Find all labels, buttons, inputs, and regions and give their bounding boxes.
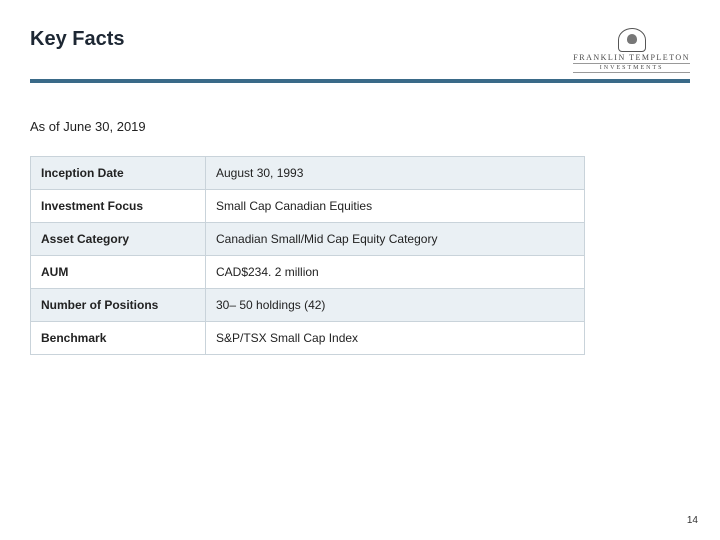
logo-line2: INVESTMENTS [573,63,690,73]
fact-label: Asset Category [31,223,206,256]
brand-logo: FRANKLIN TEMPLETON INVESTMENTS [573,28,690,73]
fact-value: Small Cap Canadian Equities [206,190,585,223]
slide: Key Facts FRANKLIN TEMPLETON INVESTMENTS… [0,0,720,540]
fact-label: Inception Date [31,157,206,190]
as-of-date: As of June 30, 2019 [30,119,690,134]
page-number: 14 [687,515,698,526]
fact-value: CAD$234. 2 million [206,256,585,289]
franklin-portrait-icon [618,28,646,52]
key-facts-table: Inception Date August 30, 1993 Investmen… [30,156,585,355]
fact-label: Investment Focus [31,190,206,223]
table-row: Inception Date August 30, 1993 [31,157,585,190]
logo-line1: FRANKLIN TEMPLETON [573,54,690,62]
fact-label: Number of Positions [31,289,206,322]
table-row: Number of Positions 30– 50 holdings (42) [31,289,585,322]
fact-value: 30– 50 holdings (42) [206,289,585,322]
page-title: Key Facts [30,28,125,51]
fact-value: S&P/TSX Small Cap Index [206,322,585,355]
fact-value: Canadian Small/Mid Cap Equity Category [206,223,585,256]
header-row: Key Facts FRANKLIN TEMPLETON INVESTMENTS [30,28,690,73]
table-row: Investment Focus Small Cap Canadian Equi… [31,190,585,223]
fact-label: Benchmark [31,322,206,355]
fact-label: AUM [31,256,206,289]
table-row: AUM CAD$234. 2 million [31,256,585,289]
table-row: Asset Category Canadian Small/Mid Cap Eq… [31,223,585,256]
header-rule [30,79,690,83]
table-row: Benchmark S&P/TSX Small Cap Index [31,322,585,355]
fact-value: August 30, 1993 [206,157,585,190]
